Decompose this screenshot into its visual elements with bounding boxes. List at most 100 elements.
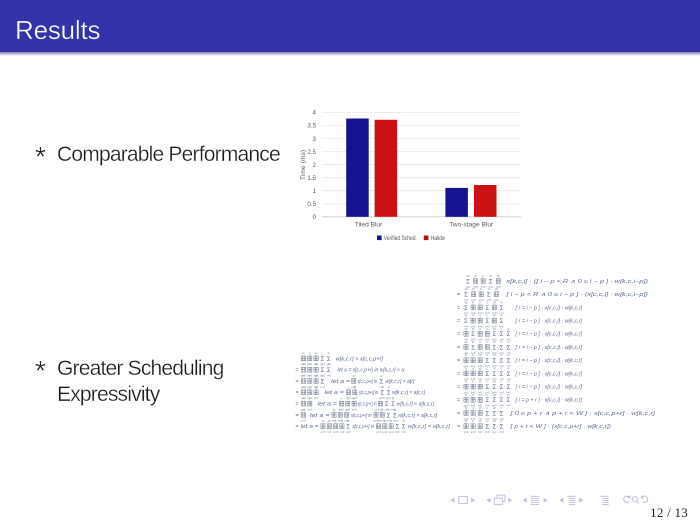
svg-text:W: W [479, 419, 482, 423]
svg-text:R: R [472, 300, 474, 304]
svg-text:c=0: c=0 [346, 396, 351, 400]
svg-text:p=0: p=0 [492, 377, 497, 381]
svg-text:p=0: p=0 [464, 364, 469, 368]
svg-text:[ r = i − p ] · x[c,c,i] · w[k: [ r = i − p ] · x[c,c,i] · w[k,c,r] [514, 371, 582, 377]
svg-text:Σ: Σ [395, 424, 399, 431]
svg-text:c=0: c=0 [485, 338, 490, 342]
svg-text:Verified Sched.: Verified Sched. [384, 235, 417, 242]
svg-text:r=0: r=0 [507, 351, 511, 355]
svg-text:R: R [302, 385, 304, 389]
svg-text:Σ: Σ [507, 371, 511, 378]
svg-text:k=0: k=0 [478, 351, 483, 355]
svg-text:Σ: Σ [402, 424, 406, 431]
svg-text:W: W [315, 363, 318, 367]
svg-text:W: W [465, 340, 468, 344]
svg-text:R: R [394, 408, 396, 412]
svg-text:=: = [457, 332, 460, 338]
svg-text:Σ: Σ [466, 278, 470, 285]
svg-text:=: = [457, 319, 460, 325]
svg-text:r=0: r=0 [507, 390, 511, 394]
svg-text:R: R [403, 419, 405, 423]
svg-text:p=0: p=0 [301, 385, 306, 389]
svg-text:r=0: r=0 [507, 338, 511, 342]
svg-text:=: = [296, 413, 299, 419]
svg-text:i=0: i=0 [478, 364, 482, 368]
svg-text:Σ: Σ [500, 358, 504, 365]
svg-text:3.5: 3.5 [307, 123, 316, 130]
svg-text:C: C [486, 419, 488, 423]
svg-text:R: R [500, 300, 502, 304]
svg-text:Σ: Σ [500, 384, 504, 391]
svg-text:r=0: r=0 [507, 404, 511, 408]
svg-text:r=0: r=0 [391, 407, 395, 411]
svg-text:c=0: c=0 [499, 390, 504, 394]
svg-text:0.5: 0.5 [307, 201, 316, 208]
svg-text:C: C [486, 406, 488, 410]
svg-text:Σ: Σ [393, 412, 397, 419]
svg-text:p=0: p=0 [471, 324, 476, 328]
svg-text:K: K [479, 300, 481, 304]
svg-text:R: R [465, 353, 467, 357]
svg-text:W: W [497, 274, 500, 278]
svg-text:[ r = i − p ] · x[c,c,i] · w[k: [ r = i − p ] · x[c,c,i] · w[k,c,r] [514, 345, 582, 351]
svg-text:Σ: Σ [489, 278, 493, 285]
svg-text:Σ: Σ [485, 371, 489, 378]
svg-text:Σ: Σ [485, 358, 489, 365]
svg-text:p=0: p=0 [492, 404, 497, 408]
svg-text:p=0: p=0 [492, 351, 497, 355]
svg-text:K: K [390, 419, 392, 423]
svg-text:k=0: k=0 [378, 407, 383, 411]
svg-text:=: = [457, 398, 460, 404]
svg-text:W: W [493, 393, 496, 397]
svg-text:k=0: k=0 [308, 407, 313, 411]
svg-text:R: R [465, 393, 467, 397]
svg-text:k=0: k=0 [389, 430, 394, 434]
svg-text:c=0: c=0 [385, 407, 390, 411]
svg-text:[ p + r < W ] · (x[c,c,p+r] ·: [ p + r < W ] · (x[c,c,p+r] · w[k,c,r]) [509, 424, 611, 430]
svg-text:R: R [328, 363, 330, 367]
svg-text:C: C [321, 374, 323, 378]
svg-text:Σ: Σ [471, 344, 475, 351]
svg-text:W: W [315, 351, 318, 355]
svg-text:1: 1 [313, 188, 317, 195]
svg-text:r=0: r=0 [387, 396, 391, 400]
svg-text:K: K [309, 385, 311, 389]
svg-text:c=0: c=0 [485, 377, 490, 381]
svg-text:K: K [380, 397, 382, 401]
svg-text:C: C [321, 363, 323, 367]
svg-text:Σ: Σ [320, 367, 324, 374]
svg-text:k=0: k=0 [308, 374, 313, 378]
svg-text:=: = [296, 368, 299, 374]
svg-text:p=0: p=0 [383, 430, 388, 434]
svg-text:R: R [302, 374, 304, 378]
svg-text:k=0: k=0 [338, 419, 343, 423]
svg-text:p=0: p=0 [351, 385, 356, 389]
svg-text:K: K [480, 287, 482, 291]
svg-text:=: = [457, 385, 460, 391]
svg-text:C: C [396, 419, 398, 423]
svg-text:W: W [479, 353, 482, 357]
svg-text:Σ: Σ [500, 331, 504, 338]
svg-text:Σ: Σ [507, 384, 511, 391]
svg-text:K: K [309, 374, 311, 378]
svg-text:c=0: c=0 [380, 396, 385, 400]
svg-text:Σ: Σ [507, 331, 511, 338]
svg-text:p=0: p=0 [492, 338, 497, 342]
svg-text:W: W [465, 327, 468, 331]
svg-text:p=0: p=0 [321, 430, 326, 434]
svg-text:C: C [386, 397, 388, 401]
svg-text:R: R [354, 385, 356, 389]
svg-text:C: C [486, 314, 488, 318]
svg-text:W: W [465, 300, 468, 304]
svg-text:c=0: c=0 [346, 407, 351, 411]
svg-text:k=0: k=0 [471, 404, 476, 408]
svg-text:R: R [508, 366, 510, 370]
svg-text:[ i = p + r ] · x[c,c,i] · w[k: [ i = p + r ] · x[c,c,i] · w[k,c,r] [514, 398, 582, 404]
svg-text:Σ: Σ [487, 292, 491, 299]
svg-text:i=0: i=0 [332, 419, 336, 423]
svg-text:C: C [488, 287, 490, 291]
svg-text:c=0: c=0 [485, 364, 490, 368]
svg-text:W: W [377, 419, 380, 423]
svg-text:p=0: p=0 [301, 374, 306, 378]
svg-text:Tiled Blur: Tiled Blur [355, 222, 383, 229]
